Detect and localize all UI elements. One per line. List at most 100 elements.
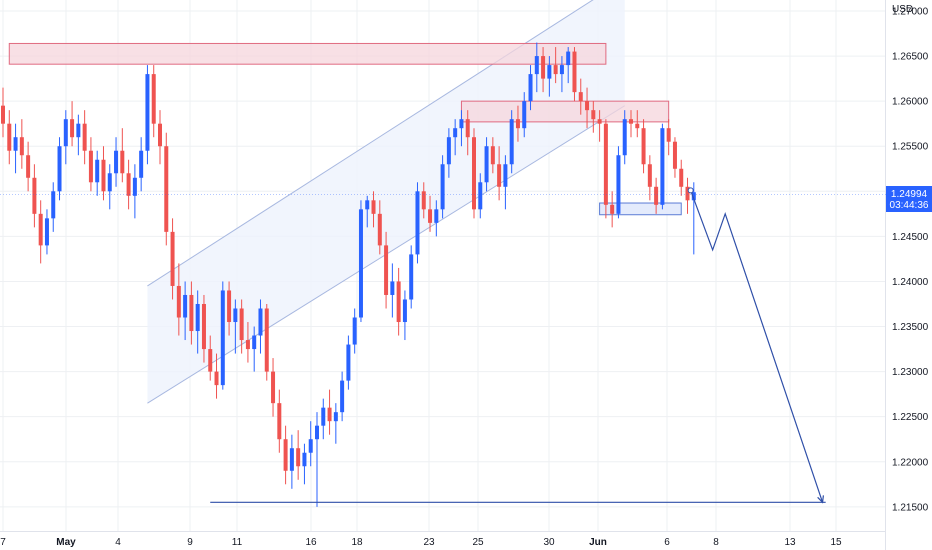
- x-tick-label: 4: [115, 537, 121, 548]
- candle-body: [95, 159, 100, 183]
- candle-body: [245, 340, 250, 350]
- last-price-box: [886, 186, 932, 212]
- candle-body: [289, 448, 294, 471]
- candle-body: [409, 254, 414, 300]
- candle-body: [440, 164, 445, 210]
- candle-body: [566, 51, 571, 66]
- x-tick-label: 6: [664, 537, 670, 548]
- resistance-zone: [8, 42, 607, 65]
- candle-body: [239, 308, 244, 341]
- candle-body: [572, 51, 577, 93]
- x-tick-label: 30: [543, 537, 555, 548]
- projection-path: [690, 190, 824, 503]
- y-tick-label: 1.22500: [892, 412, 929, 423]
- candle-body: [459, 119, 464, 129]
- candle-body: [377, 213, 382, 246]
- y-tick-label: 1.22000: [892, 457, 929, 468]
- candle-body: [591, 110, 596, 120]
- candle-body: [176, 285, 181, 318]
- candle-body: [120, 150, 125, 174]
- candle-body: [1, 105, 5, 124]
- projection-anchor-dot: [687, 187, 694, 194]
- candle-body: [126, 173, 131, 196]
- candle-body: [26, 155, 31, 178]
- candle-body: [691, 192, 696, 201]
- candle-body: [515, 119, 520, 129]
- candle-body: [214, 371, 219, 386]
- candle-body: [622, 119, 627, 156]
- candle-body: [132, 177, 137, 196]
- candle-body: [44, 218, 49, 246]
- candle-body: [434, 209, 439, 223]
- candle-body: [296, 448, 301, 467]
- candle-body: [158, 123, 162, 147]
- candlestick-series: [1, 42, 696, 507]
- candle-body: [277, 403, 282, 440]
- price-axis[interactable]: USD 1.270001.265001.260001.255001.250001…: [885, 0, 929, 550]
- y-tick-label: 1.23500: [892, 322, 929, 333]
- candle-body: [195, 303, 200, 332]
- candle-body: [685, 186, 690, 201]
- candle-body: [629, 119, 633, 124]
- candle-body: [76, 123, 81, 138]
- y-tick-label: 1.21500: [892, 502, 929, 513]
- candle-body: [472, 137, 476, 210]
- candle-body: [497, 164, 502, 187]
- candle-body: [57, 146, 62, 192]
- candle-body: [421, 191, 426, 210]
- supply-demand-zones: [8, 42, 682, 216]
- candle-body: [610, 204, 615, 214]
- candle-body: [189, 294, 194, 332]
- candle-body: [522, 101, 527, 129]
- y-tick-label: 1.26500: [892, 52, 929, 63]
- candle-body: [271, 371, 276, 404]
- candle-body: [88, 150, 93, 183]
- candle-body: [396, 281, 401, 323]
- candle-body: [585, 101, 590, 111]
- x-tick-label: 13: [784, 537, 796, 548]
- projection-drawings: [210, 187, 826, 504]
- candle-body: [233, 308, 238, 323]
- candle-body: [384, 245, 389, 295]
- candle-body: [578, 92, 583, 102]
- candle-body: [465, 119, 470, 138]
- candle-body: [63, 119, 68, 147]
- candle-body: [51, 191, 56, 219]
- candle-body: [635, 123, 640, 129]
- candle-body: [19, 137, 24, 156]
- candle-body: [559, 65, 564, 75]
- x-tick-label: 25: [472, 537, 484, 548]
- candle-body: [641, 128, 646, 165]
- candle-body: [183, 294, 188, 318]
- x-tick-label: 16: [305, 537, 317, 548]
- candle-body: [672, 141, 677, 169]
- time-axis[interactable]: 7 May 4 9 11 16 18 23 25 30 Jun 6 8 13 15: [0, 531, 886, 549]
- candle-body: [509, 119, 514, 165]
- candle-body: [541, 56, 546, 79]
- x-tick-label: May: [56, 537, 76, 548]
- candle-body: [340, 380, 345, 413]
- candle-body: [528, 74, 533, 102]
- candle-body: [201, 303, 206, 350]
- candle-body: [597, 119, 602, 124]
- candle-body: [666, 128, 671, 142]
- candle-body: [616, 155, 621, 214]
- candle-body: [415, 191, 420, 255]
- candle-body: [170, 231, 175, 286]
- candle-body: [252, 335, 257, 350]
- y-tick-label: 1.24000: [892, 277, 929, 288]
- candle-body: [534, 56, 539, 75]
- candle-body: [13, 137, 18, 151]
- candle-body: [107, 173, 112, 192]
- candle-body: [490, 146, 495, 165]
- support-zone: [599, 202, 682, 216]
- last-price-value: 1.24994: [891, 189, 928, 200]
- x-tick-label: 7: [0, 537, 6, 548]
- candle-body: [327, 407, 332, 422]
- candle-body: [484, 146, 489, 183]
- candle-body: [321, 407, 326, 426]
- y-tick-label: 1.27000: [892, 7, 929, 18]
- candle-body: [315, 425, 319, 440]
- x-tick-label: 18: [351, 537, 363, 548]
